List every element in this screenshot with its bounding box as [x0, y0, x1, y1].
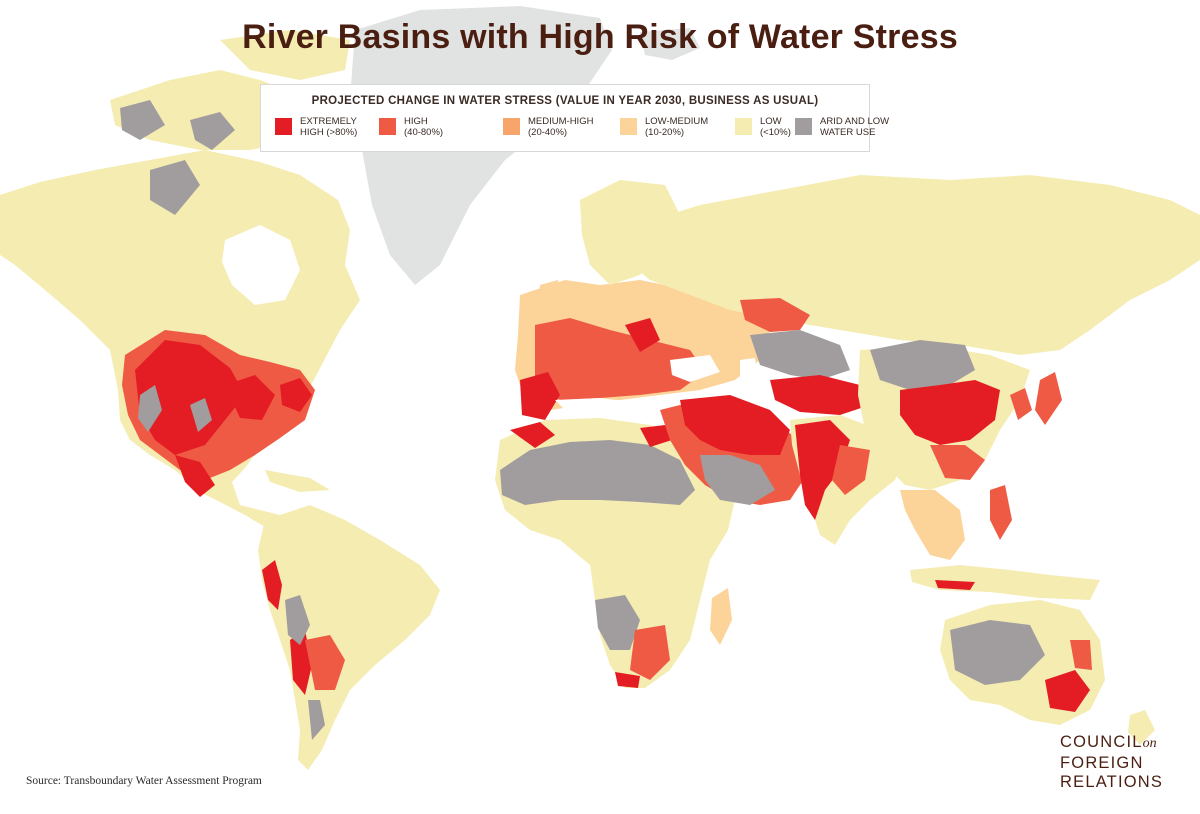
china-high: [930, 445, 985, 480]
java-extreme: [935, 580, 975, 590]
legend-swatch-medium-high: [503, 118, 520, 135]
gobi-arid: [870, 340, 975, 390]
map-title: River Basins with High Risk of Water Str…: [242, 18, 958, 56]
legend-swatch-extremely-high: [275, 118, 292, 135]
eastern-europe-extreme: [625, 318, 660, 352]
caspian-sea: [740, 358, 760, 410]
us-west-extreme: [135, 340, 245, 455]
south-africa-extreme: [615, 672, 640, 688]
southeast-asia: [900, 490, 965, 560]
legend-label-low-medium-line2: (10-20%): [645, 127, 685, 138]
logo-line1: COUNCILon: [1060, 733, 1190, 754]
australia-southeast-extreme: [1045, 670, 1090, 712]
north-africa-stress: [510, 422, 672, 448]
philippines: [990, 485, 1012, 540]
legend-swatch-high: [379, 118, 396, 135]
legend-label-extremely-high-line1: EXTREMELY: [300, 116, 357, 127]
india-extreme: [795, 420, 850, 520]
canadian-arid-islands: [120, 100, 235, 215]
legend-label-medium-high-line1: MEDIUM-HIGH: [528, 116, 594, 127]
madagascar: [710, 588, 732, 645]
black-sea: [670, 355, 720, 382]
legend-label-arid-line1: ARID AND LOW: [820, 116, 890, 127]
british-isles: [538, 280, 562, 318]
south-america-arid: [285, 595, 325, 740]
legend-items: EXTREMELY HIGH (>80%) HIGH (40-80%) MEDI…: [275, 116, 889, 146]
arabia-arid: [700, 455, 775, 505]
us-east-extreme: [280, 378, 312, 412]
us-plains-extreme: [225, 375, 275, 420]
legend-label-low-line2: (<10%): [760, 127, 791, 138]
svalbard-landmass: [640, 28, 700, 60]
mexico-extreme: [175, 455, 215, 497]
legend: PROJECTED CHANGE IN WATER STRESS (VALUE …: [260, 84, 889, 152]
middle-east-extreme: [680, 395, 790, 455]
indonesia: [910, 565, 1100, 600]
legend-heading: PROJECTED CHANGE IN WATER STRESS (VALUE …: [311, 95, 819, 107]
southern-africa-arid: [595, 595, 640, 650]
legend-label-low-medium-line1: LOW-MEDIUM: [645, 116, 709, 127]
legend-label-arid-line2: WATER USE: [820, 127, 876, 138]
legend-label-medium-high-line2: (20-40%): [528, 127, 568, 138]
mediterranean-sea: [555, 398, 670, 425]
canadian-arctic-islands-2: [220, 30, 350, 80]
china-extreme: [900, 380, 1000, 445]
australia-east-high: [1070, 640, 1092, 670]
india-high: [832, 445, 870, 495]
legend-swatch-low: [735, 118, 752, 135]
new-zealand: [1128, 710, 1155, 745]
us-arid: [138, 385, 212, 432]
south-america-landmass: [258, 505, 440, 770]
logo-line2: FOREIGN: [1060, 753, 1144, 772]
russia-stress: [740, 298, 810, 332]
central-asia-extreme: [770, 375, 870, 415]
southern-africa-stress: [630, 625, 670, 680]
cfr-logo: COUNCILon FOREIGN RELATIONS: [1060, 733, 1190, 793]
south-america-west-stress: [262, 560, 312, 695]
legend-label-high-line2: (40-80%): [404, 127, 444, 138]
legend-swatch-arid: [795, 118, 812, 135]
sahara-arid: [500, 440, 695, 505]
source-note: Source: Transboundary Water Assessment P…: [26, 775, 262, 787]
korea-japan: [1010, 372, 1062, 425]
europe-stress-high: [535, 318, 705, 400]
central-asia-arid: [750, 330, 850, 380]
hudson-bay: [222, 225, 300, 305]
logo-line3: RELATIONS: [1060, 773, 1164, 791]
caribbean: [265, 470, 330, 492]
australia-arid: [950, 620, 1045, 685]
legend-label-high-line1: HIGH: [404, 116, 428, 127]
legend-label-low-line1: LOW: [760, 116, 782, 127]
legend-swatch-low-medium: [620, 118, 637, 135]
south-america-stress-mh: [305, 635, 345, 690]
iberia-extreme: [520, 372, 560, 420]
logo-council: COUNCIL: [1060, 733, 1143, 751]
legend-label-extremely-high-line2: HIGH (>80%): [300, 127, 358, 138]
logo-on: on: [1142, 736, 1157, 751]
